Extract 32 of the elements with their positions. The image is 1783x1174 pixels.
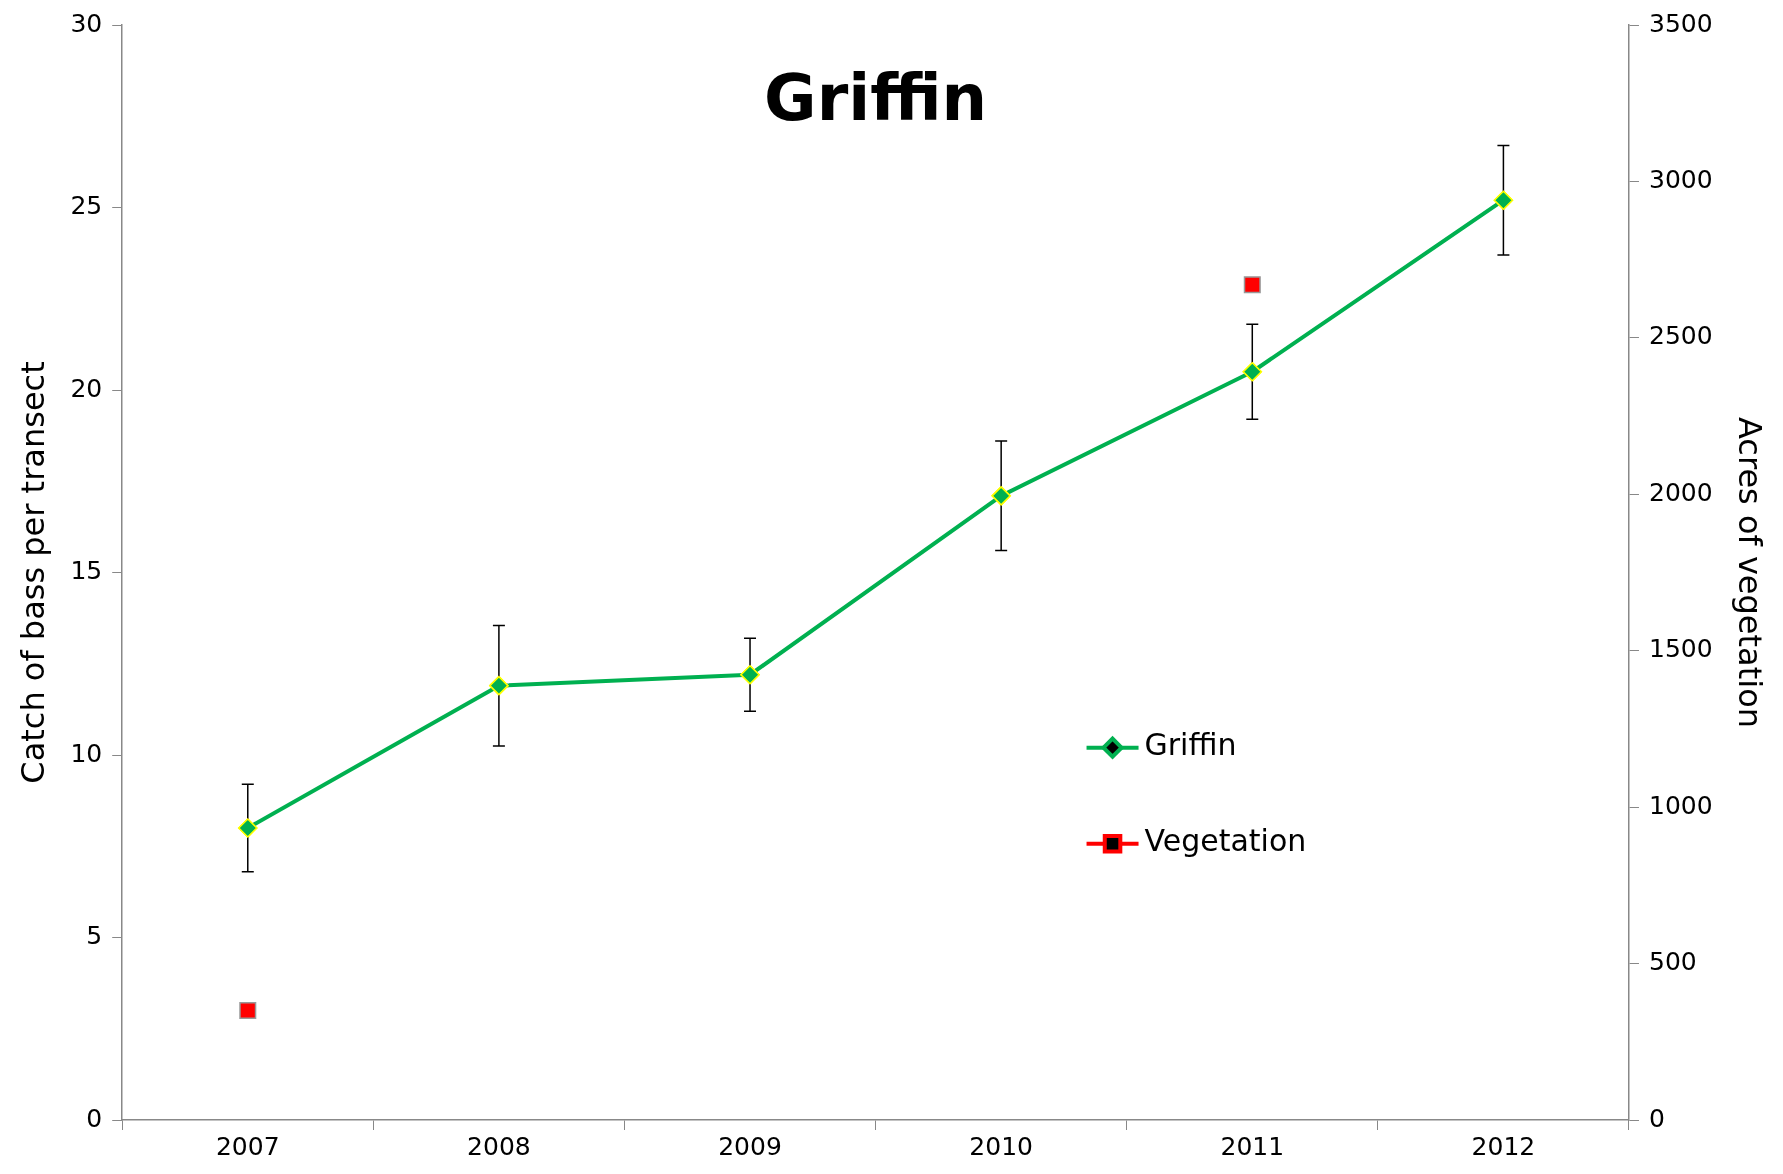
x-tick-label: 2011 — [1220, 1131, 1285, 1161]
x-tick-label: 2007 — [215, 1131, 280, 1161]
point — [489, 675, 509, 696]
x-tick-label: 2010 — [969, 1131, 1033, 1161]
x-tick-label: 2008 — [467, 1131, 531, 1161]
y-tick-label: 10 — [70, 738, 103, 768]
y2-tick-label: 3500 — [1648, 8, 1713, 38]
y2-tick-label: 1000 — [1648, 790, 1713, 820]
point — [991, 486, 1011, 506]
y2-tick-label: 500 — [1648, 947, 1697, 977]
y-tick-label: 25 — [70, 191, 103, 220]
point — [1493, 190, 1514, 210]
legend-label: Griffin — [1144, 727, 1237, 763]
y-tick-label: 5 — [86, 921, 103, 950]
point — [1242, 362, 1263, 382]
y-tick-label: 30 — [70, 8, 103, 38]
y-tick-label: 15 — [70, 556, 103, 585]
point — [740, 664, 760, 685]
y2-tick-label: 1500 — [1648, 634, 1713, 664]
y2-tick-label: 3000 — [1648, 164, 1713, 194]
legend-label: Vegetation — [1144, 823, 1307, 859]
y-tick-label: 20 — [70, 373, 103, 403]
y2-axis-title: Acres of vegetation — [1731, 417, 1770, 728]
y2-tick-label: 2000 — [1648, 477, 1713, 507]
x-tick-label: 2009 — [718, 1131, 782, 1161]
y2-tick-label: 2500 — [1648, 321, 1713, 351]
x-tick-label: 2012 — [1471, 1131, 1536, 1161]
y-axis-title: Catch of bass per transect — [13, 361, 52, 784]
text: Griffin — [764, 60, 988, 135]
y-tick-label: 0 — [86, 1103, 103, 1133]
point — [238, 818, 258, 838]
y2-tick-label: 0 — [1648, 1103, 1665, 1133]
